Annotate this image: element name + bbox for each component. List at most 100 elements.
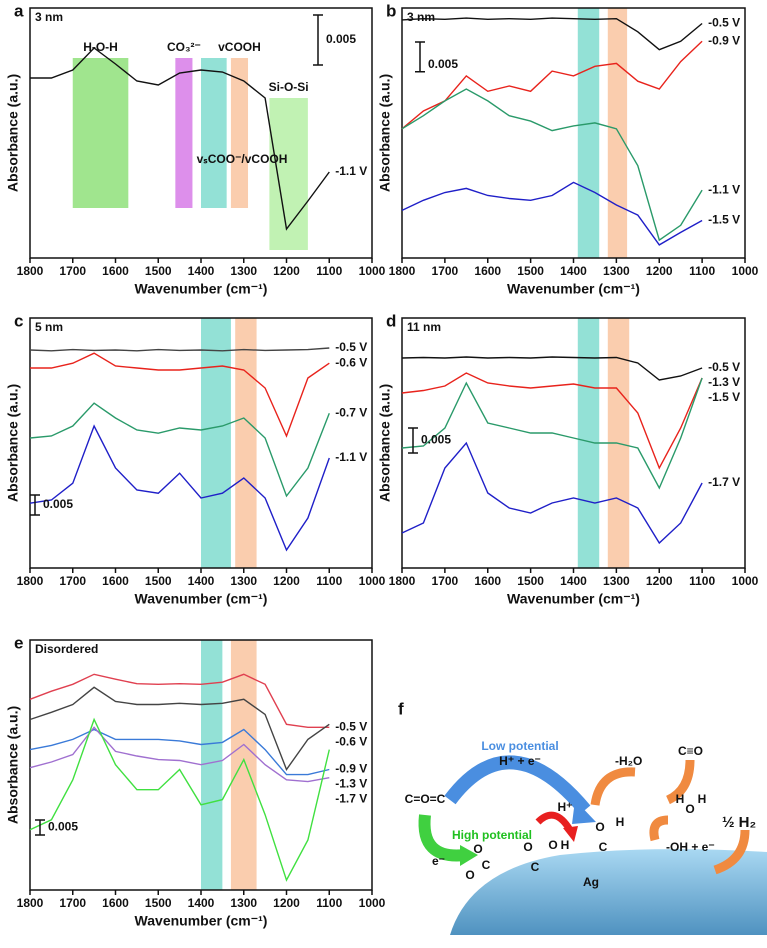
- x-tick-label: 1700: [59, 896, 86, 910]
- atom: C: [531, 860, 540, 874]
- spectrum: [401, 377, 703, 490]
- spectrum: [29, 726, 330, 783]
- band: [269, 98, 308, 250]
- x-tick-label: 1800: [17, 896, 44, 910]
- band: [577, 318, 600, 568]
- scale-bar: [408, 427, 418, 454]
- spectrum: [29, 717, 330, 882]
- band-label: CO₃²⁻: [167, 40, 201, 54]
- x-tick-label: 1000: [732, 264, 759, 278]
- x-tick-label: 1700: [59, 264, 86, 278]
- x-tick-label: 1200: [646, 264, 673, 278]
- panel-title: 5 nm: [35, 320, 63, 334]
- x-tick-label: 1800: [389, 264, 416, 278]
- panel-label: d: [386, 311, 396, 330]
- x-tick-label: 1700: [432, 574, 459, 588]
- y-axis-label: Absorbance (a.u.): [5, 706, 21, 824]
- x-tick-label: 1400: [188, 574, 215, 588]
- scale-bar-label: 0.005: [43, 497, 73, 511]
- band: [72, 58, 129, 208]
- red-arrow-head: [563, 826, 578, 842]
- panel-label: a: [14, 1, 24, 20]
- panel-label: c: [14, 311, 23, 330]
- band: [235, 318, 257, 568]
- x-axis-label: Wavenumber (cm⁻¹): [135, 591, 268, 607]
- electron: e⁻: [432, 854, 445, 868]
- band: [201, 58, 227, 208]
- x-tick-label: 1600: [474, 264, 501, 278]
- x-tick-label: 1500: [517, 264, 544, 278]
- x-tick-label: 1000: [359, 896, 386, 910]
- atom: O: [473, 842, 482, 856]
- panel-label: e: [14, 633, 23, 652]
- band: [201, 318, 231, 568]
- x-tick-label: 1500: [517, 574, 544, 588]
- band: [175, 58, 193, 208]
- high-arrow-head: [460, 845, 478, 866]
- x-tick-label: 1800: [17, 574, 44, 588]
- spectrum: [401, 356, 703, 381]
- atom: O: [595, 820, 604, 834]
- series-label: -0.7 V: [335, 405, 367, 419]
- x-tick-label: 1300: [230, 264, 257, 278]
- series-label: -1.1 V: [335, 450, 367, 464]
- atom: H: [616, 815, 625, 829]
- x-tick-label: 1500: [145, 264, 172, 278]
- x-tick-label: 1500: [145, 574, 172, 588]
- x-axis-label: Wavenumber (cm⁻¹): [135, 281, 268, 297]
- co-arrow: [665, 759, 695, 805]
- band: [230, 58, 249, 208]
- panel-title: 3 nm: [35, 10, 63, 24]
- scale-bar-label: 0.005: [428, 57, 458, 71]
- x-tick-label: 1000: [359, 264, 386, 278]
- hydroxide: -OH + e⁻: [666, 840, 715, 854]
- high-potential: High potential: [452, 828, 532, 842]
- x-tick-label: 1300: [230, 574, 257, 588]
- low-arrow-head: [572, 800, 596, 824]
- spectrum: [401, 181, 703, 246]
- scale-bar-label: 0.005: [326, 32, 356, 46]
- spectrum: [29, 424, 330, 552]
- spectrum: [401, 17, 703, 51]
- series-label: -0.6 V: [335, 355, 367, 369]
- atom: H: [698, 792, 707, 806]
- oh-arrow: [649, 815, 669, 842]
- spectrum: [29, 402, 330, 498]
- y-axis-label: Absorbance (a.u.): [377, 384, 393, 502]
- series-label: -1.5 V: [708, 390, 740, 404]
- y-axis-label: Absorbance (a.u.): [5, 384, 21, 502]
- x-tick-label: 1800: [389, 574, 416, 588]
- series-label: -0.5 V: [708, 16, 740, 30]
- x-axis-label: Wavenumber (cm⁻¹): [135, 913, 268, 929]
- plot-frame: [401, 317, 746, 569]
- spectrum: [29, 728, 330, 776]
- x-tick-label: 1600: [474, 574, 501, 588]
- x-tick-label: 1100: [316, 574, 342, 588]
- scale-bar: [313, 14, 323, 66]
- spectrum: [30, 47, 330, 231]
- x-tick-label: 1600: [102, 896, 129, 910]
- atom: C: [482, 858, 491, 872]
- series-label: -0.9 V: [708, 34, 740, 48]
- atom: H: [561, 838, 570, 852]
- x-tick-label: 1400: [560, 264, 587, 278]
- x-tick-label: 1600: [102, 264, 129, 278]
- x-tick-label: 1100: [316, 264, 342, 278]
- series-label: -0.5 V: [708, 360, 740, 374]
- h2-arrow: [713, 829, 750, 875]
- water-loss: -H₂O: [615, 754, 642, 768]
- x-tick-label: 1100: [689, 264, 715, 278]
- series-label: -1.1 V: [708, 182, 740, 196]
- x-tick-label: 1200: [273, 896, 300, 910]
- band: [607, 8, 628, 258]
- band-label: vCOOH: [218, 40, 261, 54]
- spectrum: [401, 372, 703, 470]
- h2o-arrow: [590, 767, 636, 806]
- plot-frame: [401, 7, 746, 259]
- x-tick-label: 1500: [145, 896, 172, 910]
- series-label: -1.7 V: [335, 792, 367, 806]
- band: [577, 8, 600, 258]
- series-label: -1.1 V: [335, 164, 367, 178]
- panel-title: Disordered: [35, 642, 98, 656]
- x-tick-label: 1200: [646, 574, 673, 588]
